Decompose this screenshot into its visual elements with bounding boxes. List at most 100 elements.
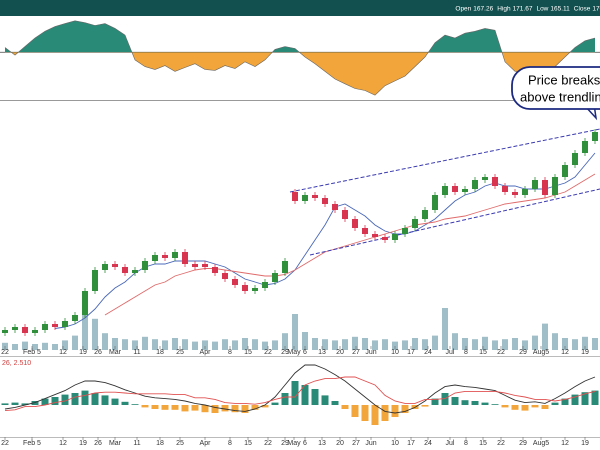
x-tick-label: 26 (94, 440, 102, 447)
candle-body (562, 165, 568, 177)
candle-body (152, 255, 158, 261)
x-tick-label: Jun (365, 349, 376, 356)
volume-bar (152, 339, 158, 350)
x-tick-label: Jul (446, 349, 455, 356)
histogram-bar (401, 405, 409, 413)
histogram-bar (171, 405, 179, 410)
volume-bar (432, 335, 438, 350)
candle-body (552, 177, 558, 195)
header-label: Low (536, 5, 548, 12)
x-tick-label: Feb 5 (23, 440, 41, 447)
x-tick-label: 17 (407, 440, 415, 447)
histogram-bar (81, 390, 89, 405)
volume-bar (242, 338, 248, 350)
histogram-bar (111, 398, 119, 405)
candle-body (572, 153, 578, 165)
candle-body (322, 198, 328, 204)
volume-bar (272, 340, 278, 350)
x-tick-label: 12 (59, 349, 67, 356)
volume-bar (282, 333, 288, 350)
histogram-bar (151, 405, 159, 409)
candle-body (22, 327, 28, 333)
candle-body (512, 192, 518, 195)
x-tick-label: Aug5 (533, 440, 549, 447)
volume-bar (172, 338, 178, 350)
volume-bar (502, 339, 508, 350)
volume-bar (162, 340, 168, 350)
volume-bar (372, 340, 378, 350)
candle-body (212, 267, 218, 273)
volume-bar (82, 308, 88, 350)
candle-body (402, 228, 408, 234)
histogram-bar (531, 405, 539, 408)
x-tick-label: Aug5 (533, 349, 549, 356)
histogram-bar (451, 397, 459, 405)
histogram-bar (511, 405, 519, 410)
x-tick-label: Mar (109, 440, 122, 447)
histogram-bar (301, 385, 309, 405)
candle-body (52, 324, 58, 327)
volume-bar (62, 340, 68, 350)
x-tick-label: 13 (318, 440, 326, 447)
x-tick-label: 19 (79, 440, 87, 447)
histogram-bar (1, 403, 9, 405)
candle-body (222, 273, 228, 279)
histogram-bar (341, 405, 349, 409)
histogram-bar (181, 405, 189, 412)
x-tick-label: 11 (133, 440, 140, 447)
histogram-bar (51, 397, 59, 405)
volume-bar (412, 338, 418, 350)
volume-bar (422, 339, 428, 350)
volume-bar (32, 344, 38, 350)
histogram-bar (131, 404, 139, 405)
candle-body (332, 204, 338, 210)
volume-bar (132, 340, 138, 350)
candle-body (592, 132, 598, 141)
x-tick-label: 12 (561, 440, 569, 447)
x-tick-label: 26 (94, 349, 102, 356)
candle-body (352, 219, 358, 228)
x-tick-label: 15 (244, 349, 252, 356)
volume-bar (222, 339, 228, 350)
candle-body (582, 141, 588, 153)
candle-body (532, 180, 538, 189)
candle-body (262, 282, 268, 288)
x-tick-label: 13 (318, 349, 326, 356)
candle-body (302, 195, 308, 201)
candle-body (442, 186, 448, 195)
candle-body (312, 195, 318, 198)
histogram-bar (361, 405, 369, 421)
header-label: High (497, 5, 511, 12)
x-tick-label: 27 (352, 440, 360, 447)
volume-bar (192, 341, 198, 350)
volume-bar (472, 339, 478, 350)
header-value: 170.74 (592, 5, 600, 12)
histogram-bar (541, 405, 549, 409)
candle-body (202, 264, 208, 267)
volume-bar (102, 333, 108, 350)
x-tick-label: Jun (365, 440, 376, 447)
x-tick-label: 19 (581, 349, 589, 356)
histogram-bar (191, 405, 199, 411)
candle-body (42, 324, 48, 330)
histogram-bar (521, 405, 529, 411)
histogram-bar (61, 394, 69, 405)
x-tick-label: 20 (336, 349, 344, 356)
x-tick-label: 8 (228, 440, 232, 447)
candle-body (542, 180, 548, 195)
x-tick-label: 22 (264, 440, 272, 447)
histogram-bar (241, 405, 249, 413)
histogram-bar (481, 402, 489, 405)
moving-average (104, 173, 596, 316)
volume-bar (552, 333, 558, 350)
candle-body (492, 177, 498, 186)
volume-bar (492, 340, 498, 350)
volume-bar (532, 335, 538, 350)
x-tick-label: 22 (497, 349, 505, 356)
annotation-box (511, 66, 600, 110)
candle-body (92, 270, 98, 291)
header-label: Open (455, 5, 471, 12)
oscillator-area-positive (5, 20, 595, 53)
histogram-bar (321, 395, 329, 405)
